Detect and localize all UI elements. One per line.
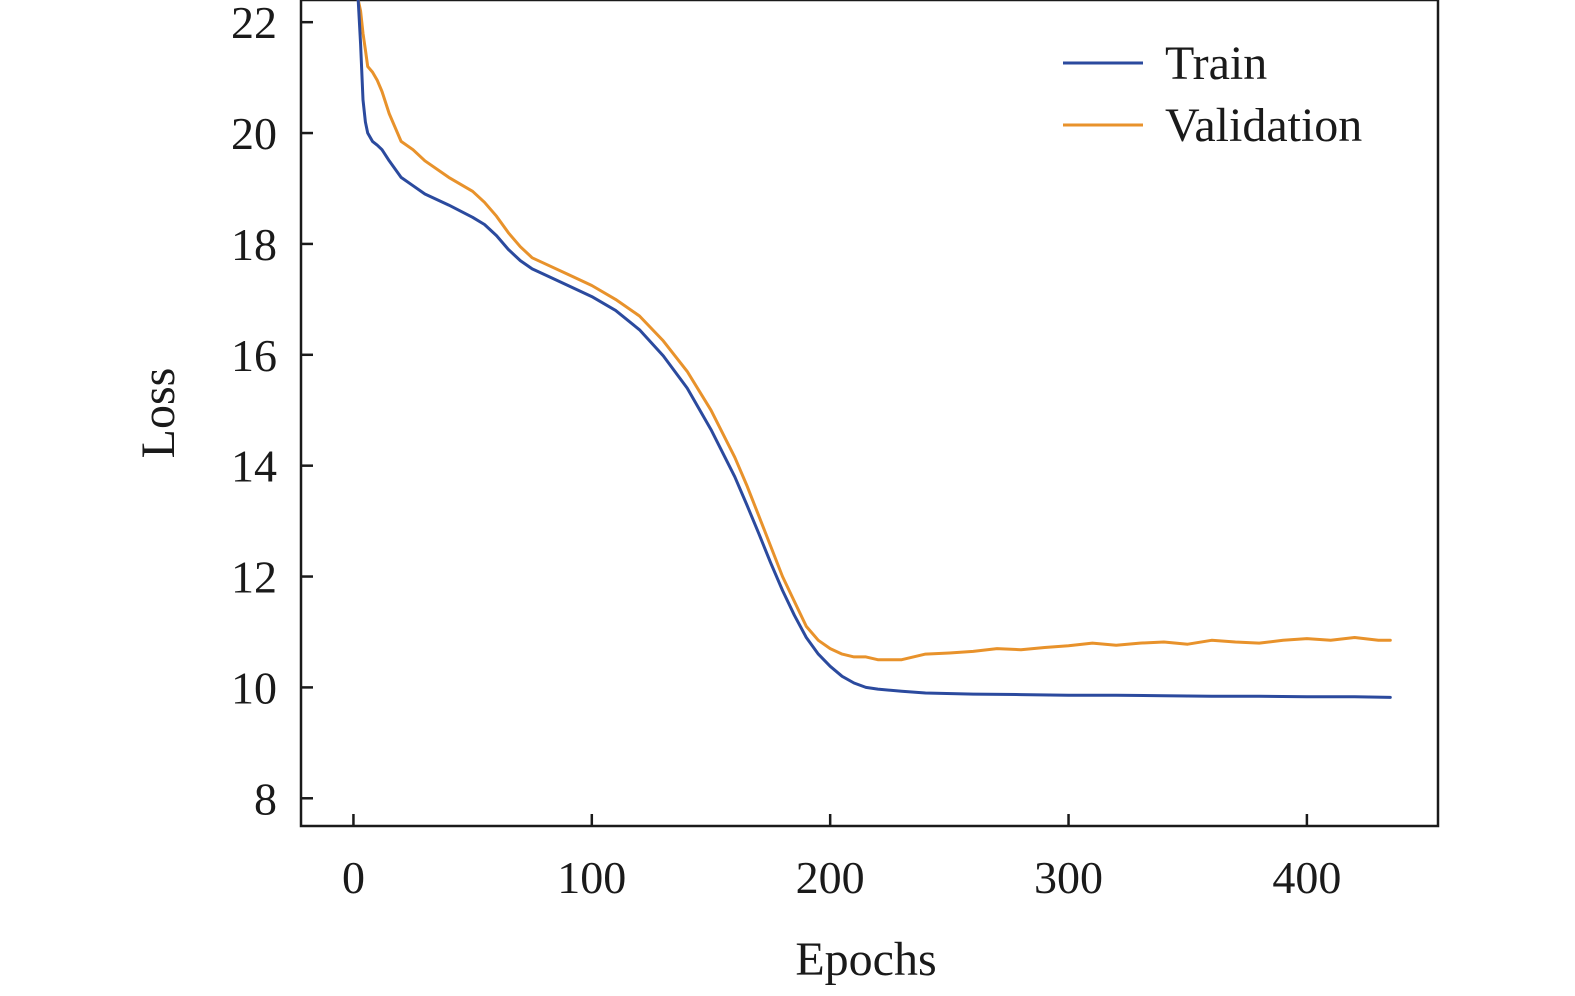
y-tick-label-20: 20 (231, 108, 277, 159)
y-tick-label-8: 8 (254, 773, 277, 824)
x-tick-label-400: 400 (1272, 852, 1341, 903)
legend-label-validation: Validation (1165, 99, 1362, 152)
x-tick-label-200: 200 (796, 852, 865, 903)
x-tick-label-100: 100 (557, 852, 626, 903)
x-tick-label-0: 0 (342, 852, 365, 903)
series-line-validation (356, 0, 1392, 662)
x-tick-label-300: 300 (1034, 852, 1103, 903)
series-lines (356, 0, 1392, 699)
y-tick-label-22: 22 (231, 0, 277, 48)
y-axis: 8 10 12 14 16 18 20 22 (231, 0, 313, 824)
legend: Train Validation (1063, 37, 1362, 152)
plot-frame (299, 0, 1440, 828)
y-tick-label-14: 14 (231, 441, 277, 492)
y-tick-label-18: 18 (231, 219, 277, 270)
series-line-train (356, 0, 1392, 699)
x-axis-label: Epochs (795, 933, 936, 986)
y-axis-label: Loss (132, 368, 185, 459)
y-tick-label-10: 10 (231, 662, 277, 713)
x-axis: 0 100 200 300 400 (342, 814, 1341, 903)
y-tick-label-12: 12 (231, 552, 277, 603)
legend-label-train: Train (1165, 37, 1267, 90)
y-tick-label-16: 16 (231, 330, 277, 381)
